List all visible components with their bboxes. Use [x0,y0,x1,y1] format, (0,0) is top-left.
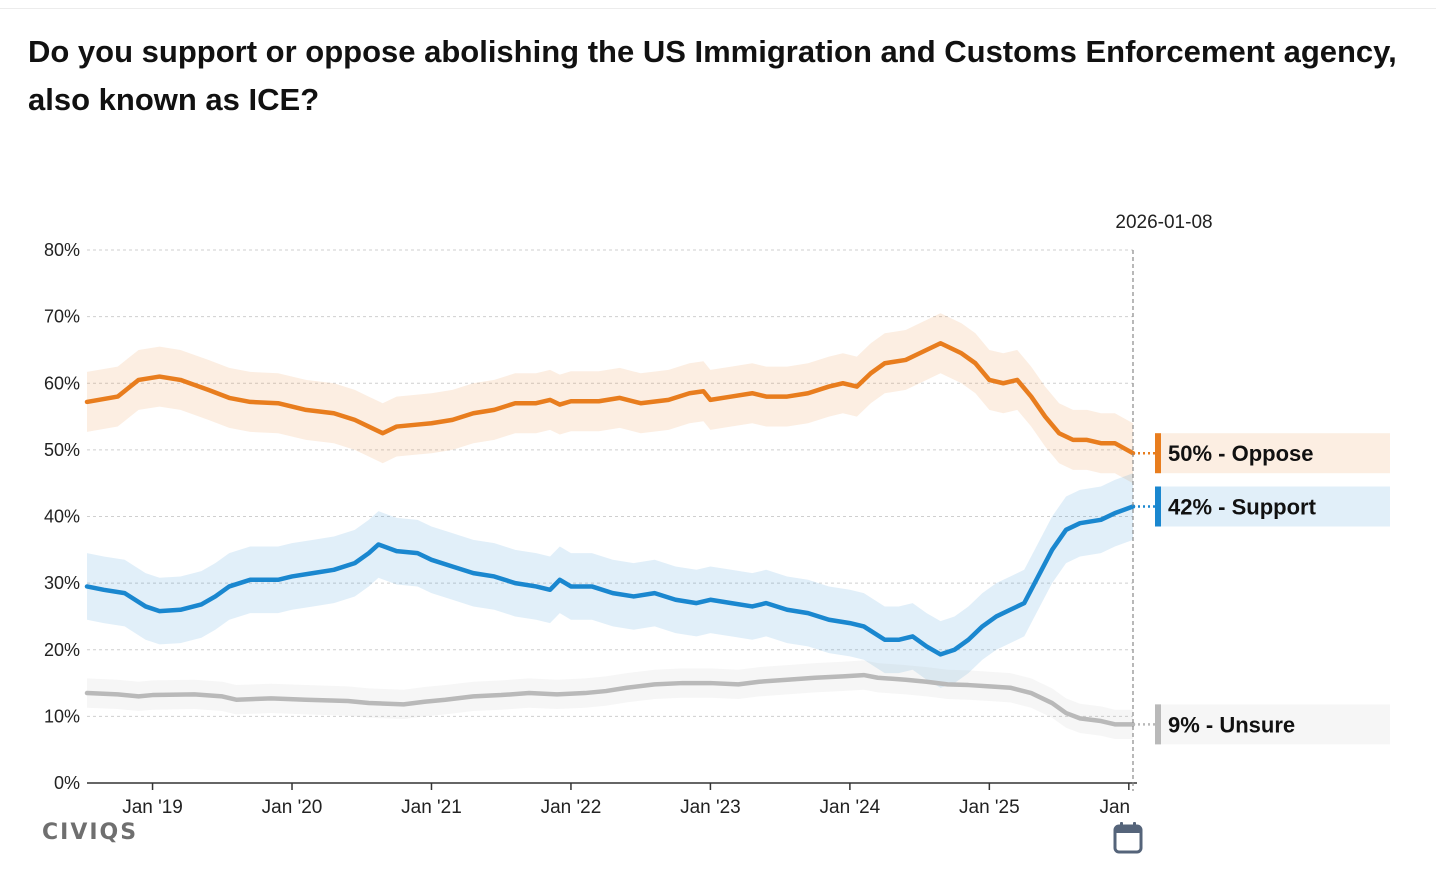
y-tick-label: 10% [44,706,80,726]
x-tick-label: Jan '24 [820,797,881,818]
x-tick-label: Jan '22 [541,797,602,818]
y-tick-label: 40% [44,507,80,527]
y-tick-label: 20% [44,640,80,660]
grid-layer [87,249,1133,717]
x-tick-label: Jan '23 [680,797,741,818]
x-tick-label: Jan '20 [262,797,323,818]
end-label-oppose: 50% - Oppose [1168,441,1313,466]
series-line-unsure [84,672,1136,727]
end-label-bar-support [1155,486,1161,527]
line-layer [84,341,1136,727]
current-date-label: 2026-01-08 [1115,212,1212,233]
end-label-bar-unsure [1155,704,1161,745]
civiqs-logo: CIVIQS [42,820,139,845]
x-tick-label: Jan '21 [401,797,462,818]
series-line-oppose [84,341,1136,456]
y-tick-label: 70% [44,307,80,327]
end-label-box-oppose [1155,433,1390,474]
series-line-support [84,504,1136,657]
end-label-box-support [1155,486,1390,527]
end-label-support: 42% - Support [1168,495,1317,520]
label-layer: 50% - Oppose 42% - Support 9% - Unsure [1133,433,1390,745]
confidence-band-unsure [87,660,1133,740]
y-tick-label: 50% [44,440,80,460]
y-tick-label: 60% [44,373,80,393]
calendar-icon[interactable] [1113,822,1143,854]
x-tick-label: Jan '25 [959,797,1020,818]
confidence-band-support [87,473,1133,688]
top-divider [0,8,1436,9]
end-label-box-unsure [1155,704,1390,745]
end-label-unsure: 9% - Unsure [1168,712,1295,737]
chart-title: Do you support or oppose abolishing the … [28,34,1397,117]
x-tick-label: Jan '19 [122,797,183,818]
y-tick-label: 30% [44,573,80,593]
end-label-bar-oppose [1155,433,1161,474]
axis-layer: 0% 10% 20% 30% 40% 50% 60% 70% 80% Jan '19 Jan '20… [44,212,1213,818]
x-tick-label: Jan [1099,797,1130,818]
band-layer [87,313,1133,740]
y-tick-label: 0% [54,773,80,793]
y-tick-label: 80% [44,240,80,260]
